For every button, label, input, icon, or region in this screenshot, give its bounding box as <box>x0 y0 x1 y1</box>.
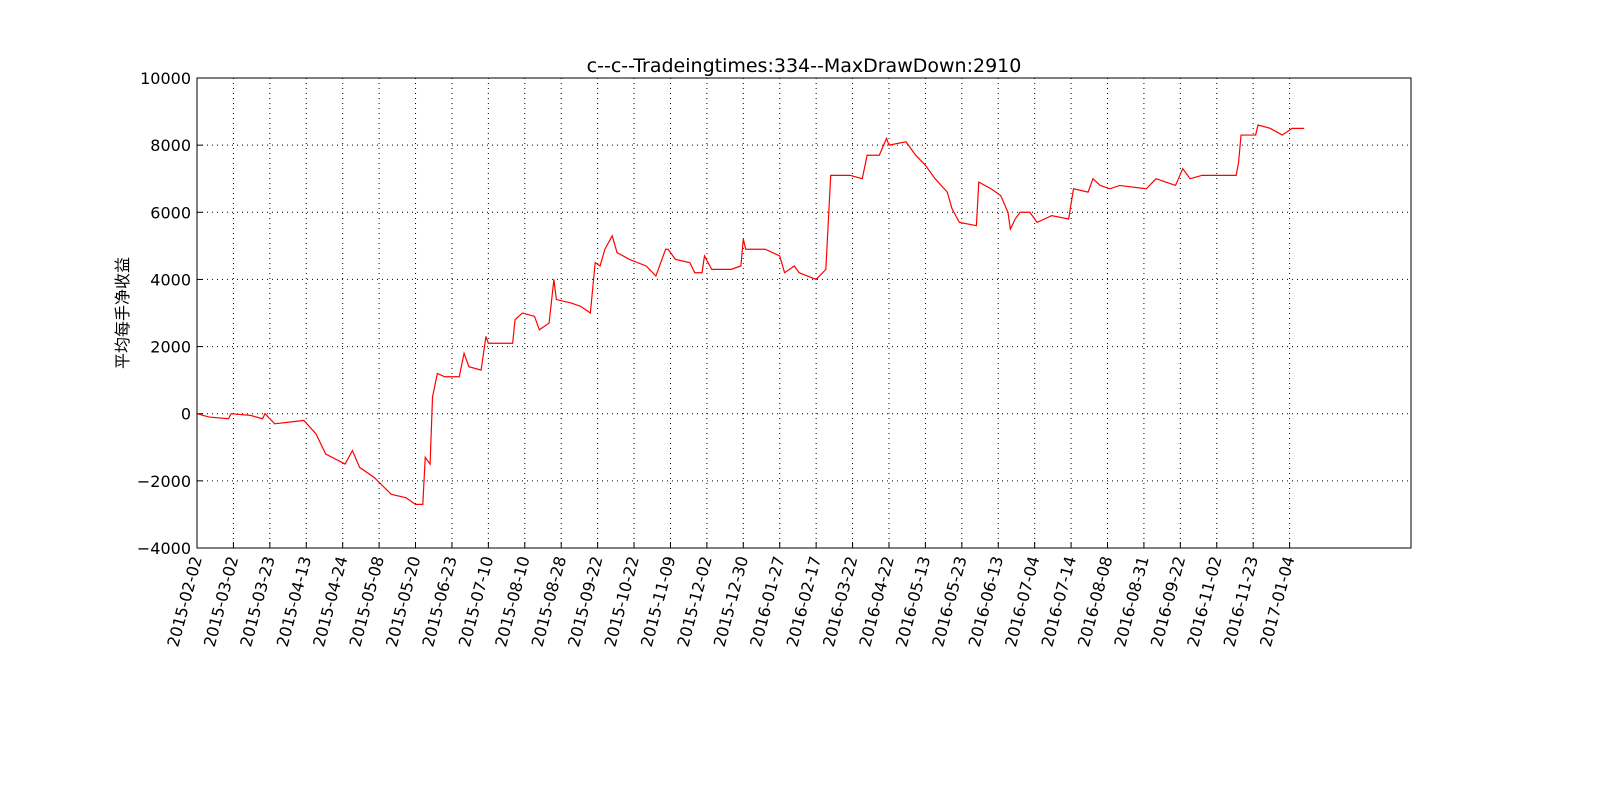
y-tick-label: 10000 <box>140 69 191 88</box>
y-tick-label: −4000 <box>137 539 191 558</box>
y-axis-label: 平均每手净收益 <box>113 257 132 369</box>
y-tick-label: 4000 <box>150 270 191 289</box>
y-tick-label: −2000 <box>137 472 191 491</box>
y-tick-label: 2000 <box>150 338 191 357</box>
line <box>196 124 1305 505</box>
chart-title: c--c--Tradeingtimes:334--MaxDrawDown:291… <box>587 55 1022 77</box>
plot-frame <box>196 77 1412 549</box>
y-tick-label: 0 <box>181 405 191 424</box>
y-tick-label: 6000 <box>150 203 191 222</box>
y-tick-label: 8000 <box>150 136 191 155</box>
